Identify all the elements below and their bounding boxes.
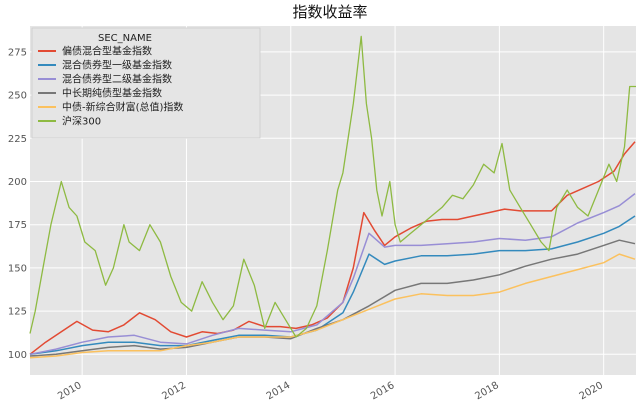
- series-line-2: [29, 193, 636, 356]
- legend-title: SEC_NAME: [98, 33, 152, 44]
- x-tick-label: 2018: [473, 380, 501, 402]
- chart-title: 指数收益率: [292, 3, 367, 21]
- y-tick-label: 125: [8, 307, 27, 318]
- x-axis-ticks: 2010 2012 2014 2016 2018 2020: [56, 380, 605, 402]
- y-axis-ticks: 100 125 150 175 200 225 250 275: [8, 47, 27, 360]
- legend-label: 中长期纯债型基金指数: [62, 87, 162, 100]
- legend: SEC_NAME 偏债混合型基金指数混合债券型一级基金指数混合债券型二级基金指数…: [31, 27, 261, 139]
- legend-box: [31, 27, 261, 139]
- y-tick-label: 275: [8, 47, 27, 58]
- series-lines: [29, 35, 636, 359]
- legend-items: 偏债混合型基金指数混合债券型一级基金指数混合债券型二级基金指数中长期纯债型基金指…: [38, 45, 183, 128]
- series-line-0: [29, 141, 636, 355]
- x-tick-label: 2010: [56, 380, 84, 402]
- legend-label: 混合债券型二级基金指数: [62, 73, 172, 86]
- legend-label: 偏债混合型基金指数: [62, 45, 152, 58]
- y-tick-label: 100: [8, 350, 27, 361]
- y-tick-label: 225: [8, 134, 27, 145]
- y-tick-label: 150: [8, 263, 27, 274]
- x-tick-label: 2012: [160, 380, 188, 402]
- x-tick-label: 2016: [369, 380, 397, 402]
- x-tick-label: 2014: [265, 380, 293, 402]
- legend-label: 沪深300: [62, 115, 101, 128]
- series-line-4: [29, 253, 636, 359]
- y-tick-label: 250: [8, 91, 27, 102]
- legend-label: 混合债券型一级基金指数: [62, 59, 172, 72]
- series-line-1: [29, 215, 636, 356]
- y-tick-label: 200: [8, 177, 27, 188]
- series-line-5: [29, 35, 636, 338]
- y-tick-label: 175: [8, 220, 27, 231]
- legend-label: 中债-新综合财富(总值)指数: [62, 101, 183, 114]
- x-tick-label: 2020: [578, 380, 606, 402]
